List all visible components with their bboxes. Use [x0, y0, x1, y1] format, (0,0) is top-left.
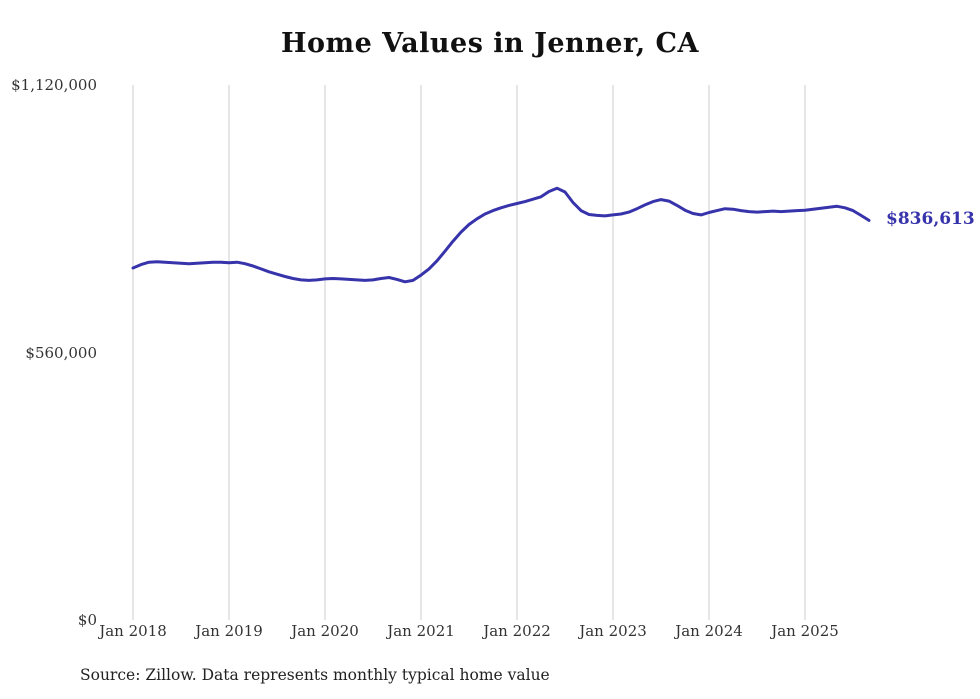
current-value-label: $836,613 [886, 209, 975, 230]
y-axis-tick-label: $1,120,000 [11, 76, 97, 94]
home-value-line [131, 186, 871, 284]
x-axis-tick-label: Jan 2018 [99, 622, 167, 640]
y-axis-tick-label: $560,000 [25, 343, 97, 362]
y-axis-tick-label: $0 [77, 611, 97, 629]
x-axis-tick-label: Jan 2020 [291, 622, 359, 640]
x-axis-tick-label: Jan 2023 [579, 622, 647, 640]
x-axis-tick-label: Jan 2019 [195, 622, 263, 640]
source-note: Source: Zillow. Data represents monthly … [80, 666, 550, 684]
x-axis-tick-label: Jan 2021 [387, 622, 455, 640]
gridlines-group [132, 85, 806, 620]
chart-title: Home Values in Jenner, CA [281, 28, 699, 59]
x-axis-tick-label: Jan 2024 [675, 622, 743, 640]
x-axis-tick-label: Jan 2022 [483, 622, 551, 640]
x-axis-tick-label: Jan 2025 [771, 622, 839, 640]
